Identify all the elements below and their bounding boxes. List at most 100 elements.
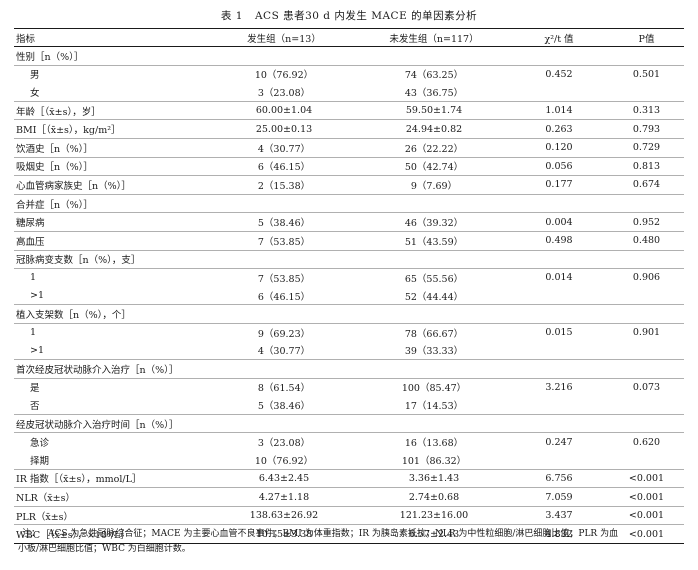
statistic-value: 3.437 — [509, 506, 609, 526]
event-group-value: 6.43±2.45 — [209, 469, 359, 489]
no-event-group-value: 17（14.53） — [359, 396, 509, 415]
statistic-value — [509, 83, 609, 102]
p-value — [609, 414, 684, 434]
row-label: 合并症［n（%）］ — [14, 194, 209, 214]
p-value — [609, 250, 684, 270]
statistic-value: 0.263 — [509, 119, 609, 139]
no-event-group-value: 26（22.22） — [359, 138, 509, 158]
p-value: 0.906 — [632, 272, 661, 284]
table-title: ACS 患者30 d 内发生 MACE 的单因素分析 — [254, 10, 478, 22]
event-group-value — [209, 194, 359, 214]
row-label: 急诊 — [30, 438, 50, 450]
table-row: 首次经皮冠状动脉介入治疗［n（%）］ — [14, 359, 684, 379]
table-row: >1 6（46.15） 52（44.44） — [14, 286, 684, 306]
no-event-group-value: 100（85.47） — [401, 383, 467, 395]
no-event-group-value: 39（33.33） — [359, 341, 509, 361]
table-row: 合并症［n（%）］ — [14, 194, 684, 214]
table-row: 1 9（69.23） 78（66.67） 0.015 0.901 — [14, 323, 684, 341]
header-statistic: χ²/t 值 — [509, 28, 609, 47]
p-value — [609, 304, 684, 324]
no-event-group-value — [359, 414, 509, 434]
table-row: WBC［（x̄±s），×10⁹/L］ 10.15±3.38 6.57±2.43 4.8… — [14, 524, 684, 545]
row-label: 冠脉病变支数［n（%），支］ — [14, 250, 209, 270]
note-label: 注： — [22, 529, 41, 539]
table-caption: 表 1 ACS 患者30 d 内发生 MACE 的单因素分析 — [0, 8, 698, 23]
row-label: 高血压 — [14, 231, 209, 251]
p-value: <0.001 — [609, 524, 684, 545]
p-value — [609, 83, 684, 102]
p-value: 0.480 — [609, 231, 684, 251]
no-event-group-value — [359, 359, 509, 379]
event-group-value: 10（76.92） — [254, 70, 314, 82]
table-header-row: 指标 发生组（n=13） 未发生组（n=117） χ²/t 值 P值 — [14, 28, 684, 47]
p-value: 0.073 — [632, 381, 661, 393]
statistic-value: 0.056 — [509, 157, 609, 177]
p-value — [609, 341, 684, 361]
statistic-value — [509, 250, 609, 270]
row-label: 饮酒史［n（%）］ — [14, 138, 209, 158]
event-group-value: 4.27±1.18 — [209, 487, 359, 507]
row-label: 是 — [30, 383, 40, 395]
statistic-value — [509, 359, 609, 379]
statistic-value: 0.247 — [545, 436, 573, 448]
p-value: 0.813 — [609, 157, 684, 177]
table-number: 表 1 — [220, 10, 243, 22]
event-group-value: 6（46.15） — [209, 157, 359, 177]
event-group-value: 5（38.46） — [209, 212, 359, 232]
row-label: 1 — [30, 327, 37, 339]
statistic-value: 0.004 — [509, 212, 609, 232]
table-row: 性别［n（%）］ — [14, 46, 684, 66]
no-event-group-value: 6.57±2.43 — [359, 524, 509, 545]
header-event-group: 发生组（n=13） — [209, 28, 359, 47]
event-group-value: 8（61.54） — [257, 383, 311, 395]
row-label: 女 — [14, 83, 209, 102]
p-value: 0.620 — [632, 436, 661, 448]
table-footnote: 注： ACS 为急性冠脉综合征；MACE 为主要心血管不良事件；BMI 为体重指数… — [18, 527, 682, 557]
table-row: 冠脉病变支数［n（%），支］ — [14, 250, 684, 270]
row-label: NLR（x̄±s） — [14, 487, 209, 507]
row-label: 否 — [14, 396, 209, 415]
row-label: 糖尿病 — [14, 212, 209, 232]
statistic-value — [509, 451, 609, 470]
no-event-group-value: 74（63.25） — [404, 70, 464, 82]
event-group-value: 10.15±3.38 — [209, 524, 359, 545]
no-event-group-value: 59.50±1.74 — [359, 101, 509, 121]
p-value: 0.313 — [609, 101, 684, 121]
p-value: 0.901 — [632, 327, 661, 339]
no-event-group-value — [359, 250, 509, 270]
event-group-value: 138.63±26.92 — [209, 506, 359, 526]
row-label: >1 — [14, 286, 209, 306]
statistic-value: 7.059 — [509, 487, 609, 507]
statistic-value: 6.756 — [509, 469, 609, 489]
event-group-value — [209, 414, 359, 434]
statistic-value: 0.177 — [509, 175, 609, 195]
row-label: 心血管病家族史［n（%）］ — [14, 175, 209, 195]
no-event-group-value: 24.94±0.82 — [359, 119, 509, 139]
table-row: 吸烟史［n（%）］ 6（46.15） 50（42.74） 0.056 0.813 — [14, 157, 684, 177]
no-event-group-value: 3.36±1.43 — [359, 469, 509, 489]
table-row: 是 8（61.54） 100（85.47） 3.216 0.073 — [14, 378, 684, 396]
no-event-group-value: 101（86.32） — [359, 451, 509, 470]
table-row: 否 5（38.46） 17（14.53） — [14, 396, 684, 415]
row-label: 吸烟史［n（%）］ — [14, 157, 209, 177]
no-event-group-value: 16（13.68） — [404, 438, 464, 450]
table-row: 男 10（76.92） 74（63.25） 0.452 0.501 — [14, 65, 684, 83]
no-event-group-value: 65（55.56） — [404, 273, 464, 285]
event-group-value — [209, 250, 359, 270]
row-label: BMI［（x̄±s），kg/m²］ — [14, 119, 209, 139]
event-group-value: 6（46.15） — [209, 286, 359, 306]
no-event-group-value: 9（7.69） — [359, 175, 509, 195]
table-row: 急诊 3（23.08） 16（13.68） 0.247 0.620 — [14, 433, 684, 451]
row-label: 男 — [30, 70, 40, 82]
header-p-value: P值 — [609, 28, 684, 47]
p-value: <0.001 — [609, 506, 684, 526]
event-group-value: 25.00±0.13 — [209, 119, 359, 139]
table-row: NLR（x̄±s） 4.27±1.18 2.74±0.68 7.059 <0.001 — [14, 487, 684, 507]
row-label: IR 指数［（x̄±s），mmol/L］ — [14, 469, 209, 489]
p-value: <0.001 — [609, 487, 684, 507]
event-group-value: 3（23.08） — [209, 83, 359, 102]
data-table: 指标 发生组（n=13） 未发生组（n=117） χ²/t 值 P值 性别［n（… — [14, 28, 684, 545]
p-value: 0.729 — [609, 138, 684, 158]
event-group-value — [209, 359, 359, 379]
p-value: 0.793 — [609, 119, 684, 139]
